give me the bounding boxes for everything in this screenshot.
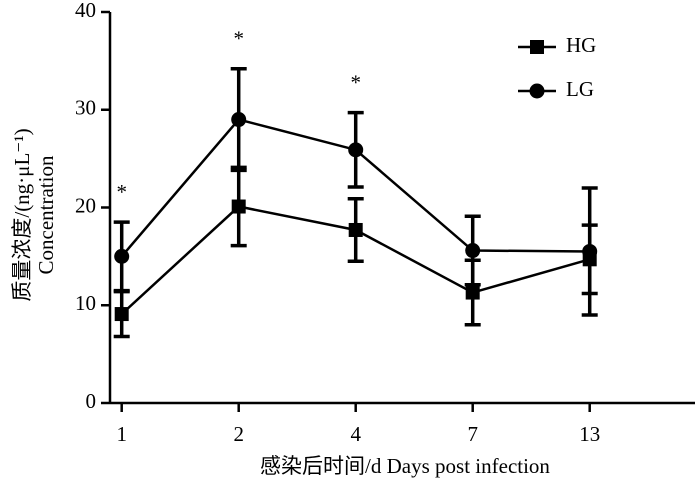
x-tick-label: 13 [579, 422, 600, 446]
marker [231, 199, 246, 214]
x-axis-label: 感染后时间/d Days post infection [260, 454, 550, 478]
marker [114, 307, 129, 322]
significance-mark: * [116, 180, 127, 204]
legend-label: HG [566, 33, 596, 57]
marker [465, 243, 481, 259]
significance-mark: * [350, 70, 361, 94]
legend-label: LG [566, 77, 594, 101]
marker [348, 222, 363, 237]
y-tick-label: 20 [75, 193, 96, 217]
x-tick-label: 2 [233, 422, 244, 446]
x-tick-label: 1 [116, 422, 127, 446]
x-tick-label: 7 [467, 422, 478, 446]
marker [465, 285, 480, 300]
marker [231, 112, 247, 128]
marker [582, 243, 598, 259]
significance-mark: * [233, 27, 244, 51]
y-tick-label: 10 [75, 291, 96, 315]
y-tick-label: 30 [75, 96, 96, 120]
marker [114, 248, 130, 264]
y-tick-label: 40 [75, 0, 96, 22]
y-axis-label: Concentration [34, 155, 58, 274]
legend-marker [529, 83, 545, 99]
x-tick-label: 4 [350, 422, 361, 446]
y-axis-label: 质量浓度/(ng·μL⁻¹) [10, 128, 34, 301]
legend-marker [530, 40, 544, 54]
marker [348, 142, 364, 158]
y-tick-label: 0 [86, 389, 97, 413]
